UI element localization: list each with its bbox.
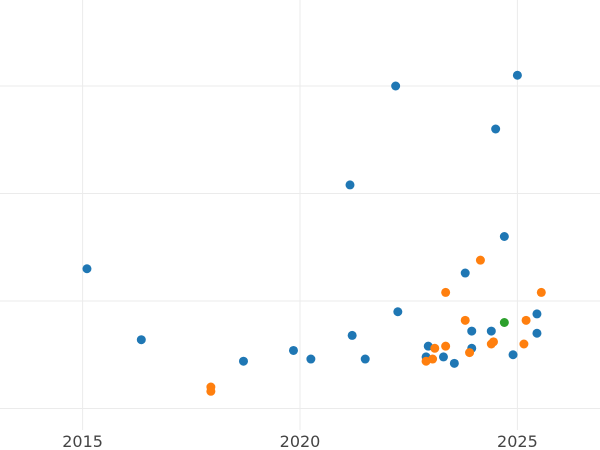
data-point-series-0-1 (136, 335, 146, 345)
data-point-series-1-14 (536, 287, 546, 297)
data-point-series-2-0 (499, 318, 509, 327)
data-point-series-0-18 (491, 124, 501, 134)
data-point-series-1-7 (460, 315, 470, 325)
data-point-series-1-6 (441, 287, 451, 297)
data-point-series-0-9 (393, 307, 403, 317)
x-tick-label-2020: 2020 (280, 432, 321, 450)
x-tick-label-2015: 2015 (62, 432, 103, 450)
data-point-series-0-8 (391, 81, 401, 91)
data-point-series-1-12 (519, 339, 529, 349)
data-point-series-0-15 (467, 326, 477, 336)
data-point-series-1-4 (430, 343, 440, 353)
data-point-series-0-3 (288, 345, 298, 355)
x-tick-label-2025: 2025 (497, 432, 538, 450)
data-point-series-0-5 (345, 180, 355, 190)
data-point-series-1-9 (475, 255, 485, 265)
data-point-series-1-8 (465, 348, 475, 358)
data-point-series-0-0 (82, 264, 92, 274)
data-point-series-0-20 (508, 350, 518, 360)
data-point-series-0-6 (347, 330, 357, 340)
data-point-series-0-7 (360, 354, 370, 364)
data-point-series-0-14 (460, 268, 470, 278)
data-point-series-1-5 (441, 341, 451, 351)
data-point-series-1-3 (428, 354, 438, 364)
data-point-series-1-13 (521, 315, 531, 325)
point-layer (82, 70, 546, 396)
x-axis-ticks: 2015 2020 2025 (62, 432, 538, 450)
data-point-series-0-17 (486, 326, 496, 336)
data-point-series-0-2 (238, 356, 248, 366)
data-point-series-0-23 (532, 328, 542, 338)
data-point-series-0-22 (532, 309, 542, 319)
data-point-series-0-13 (449, 358, 459, 368)
data-point-series-0-21 (512, 70, 522, 80)
data-point-series-1-1 (206, 386, 216, 396)
data-point-series-1-11 (488, 337, 498, 347)
data-point-series-0-19 (499, 232, 509, 241)
data-point-series-0-4 (306, 354, 316, 364)
data-point-series-0-12 (438, 352, 448, 362)
